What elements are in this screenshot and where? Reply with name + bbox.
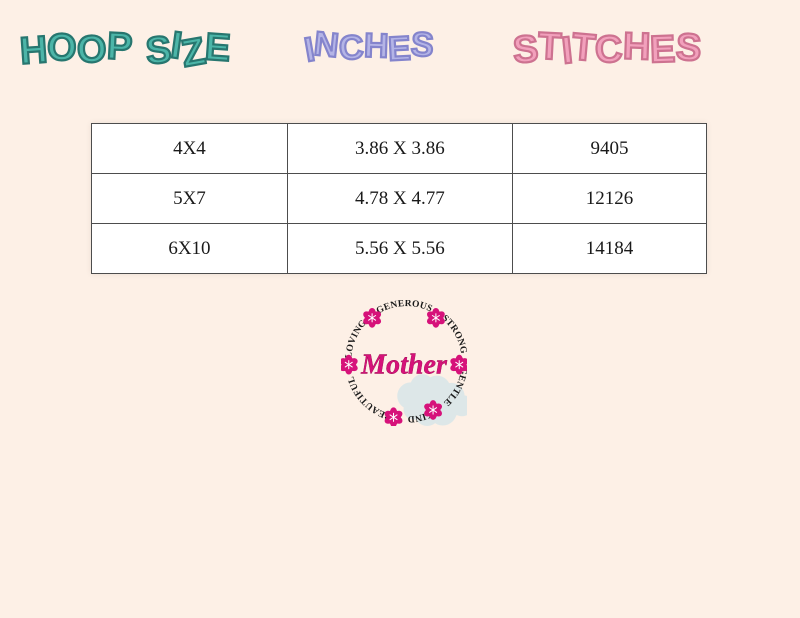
svg-text:GENEROUS: GENEROUS (375, 300, 434, 316)
svg-text:Mother: Mother (360, 350, 448, 381)
